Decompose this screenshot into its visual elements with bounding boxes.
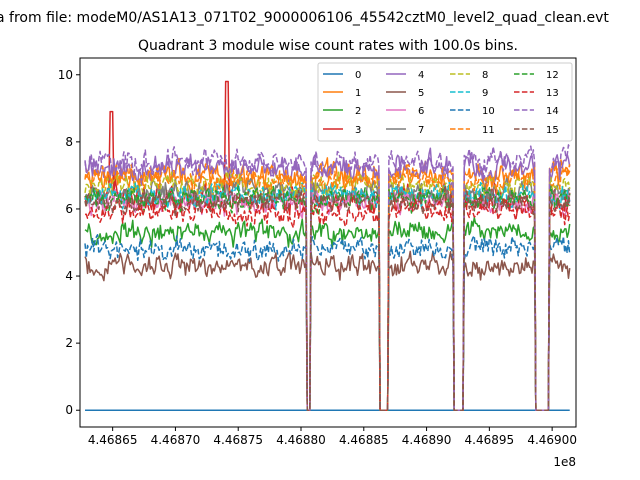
legend-label-1: 1 [355,88,361,99]
series-layer [84,80,571,411]
legend-label-5: 5 [418,88,424,99]
series-line-13 [85,197,571,411]
y-tick-label: 2 [65,336,73,350]
legend-label-0: 0 [355,70,361,81]
x-tick-label: 4.46880 [276,433,326,447]
legend-label-14: 14 [546,106,559,117]
x-tick-label: 4.46865 [88,433,138,447]
x-offset-label: 1e8 [553,455,576,469]
legend-label-12: 12 [546,70,559,81]
x-tick-label: 4.46885 [339,433,389,447]
series-line-8 [84,166,571,411]
series-line-4 [84,147,571,411]
series-line-11 [84,163,571,411]
legend-label-11: 11 [482,125,495,136]
y-tick-label: 4 [65,269,73,283]
legend-label-6: 6 [418,106,424,117]
series-line-2 [84,216,571,411]
legend-label-4: 4 [418,70,424,81]
legend-label-15: 15 [546,125,559,136]
y-axis: 0 2 4 6 8 10 [58,68,80,417]
legend-box [317,62,573,142]
chart-title: Quadrant 3 module wise count rates with … [138,38,518,54]
legend-label-8: 8 [482,70,488,81]
legend-label-7: 7 [418,125,424,136]
legend-label-2: 2 [355,106,361,117]
x-tick-label: 4.46900 [527,433,577,447]
series-line-14 [84,144,571,411]
series-line-10 [84,234,571,411]
figure-suptitle: Data from file: modeM0/AS1A13_071T02_900… [0,10,609,26]
x-tick-label: 4.46875 [213,433,263,447]
series-line-15 [84,184,571,411]
legend-label-3: 3 [355,125,361,136]
plot-frame [79,57,577,428]
x-axis: 4.46865 4.46870 4.46875 4.46880 4.46885 4.468… [88,427,577,447]
y-tick-label: 10 [58,68,73,82]
legend-label-13: 13 [546,88,559,99]
y-tick-label: 8 [65,135,73,149]
y-tick-label: 6 [65,202,73,216]
x-tick-label: 4.46870 [151,433,201,447]
series-line-12 [84,185,571,411]
x-tick-label: 4.46895 [465,433,515,447]
legend-label-9: 9 [482,88,488,99]
y-tick-label: 0 [65,403,73,417]
legend-label-10: 10 [482,106,495,117]
x-tick-label: 4.46890 [402,433,452,447]
series-line-5 [84,250,571,411]
